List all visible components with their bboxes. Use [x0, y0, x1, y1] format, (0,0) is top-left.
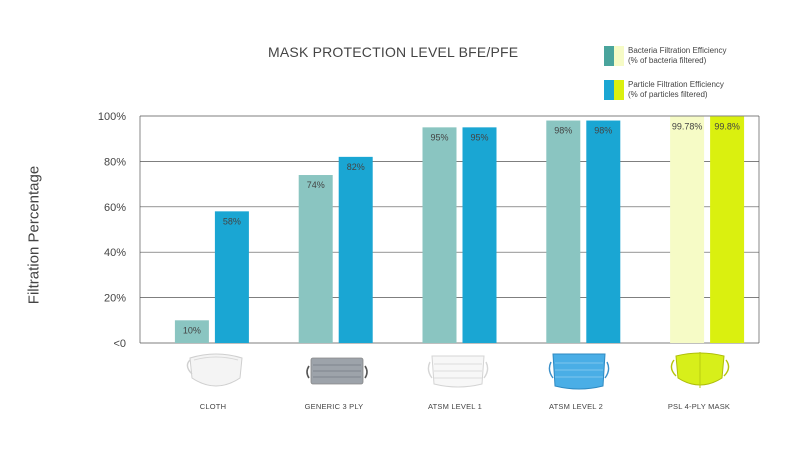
- astm-level-2-mask-icon: [548, 353, 610, 390]
- bar: [298, 175, 333, 343]
- bar-data-label: 58%: [223, 216, 241, 226]
- bar-data-label: 10%: [183, 325, 201, 335]
- y-tick-label: 60%: [104, 202, 126, 214]
- bar-data-label: 98%: [554, 126, 572, 136]
- chart-title: MASK PROTECTION LEVEL BFE/PFE: [268, 44, 519, 60]
- bar: [422, 127, 457, 343]
- legend-swatch-pfe-psl: [614, 80, 624, 100]
- legend-sublabel-bfe: (% of bacteria filtered): [628, 56, 707, 65]
- psl-4ply-mask-icon: [670, 352, 730, 388]
- bar-data-label: 95%: [470, 132, 488, 142]
- x-category-label: ATSM LEVEL 2: [548, 402, 604, 411]
- bar-data-label: 74%: [307, 180, 325, 190]
- cloth-mask-icon: [186, 353, 243, 387]
- y-tick-label: 40%: [104, 247, 126, 259]
- y-axis-label: Filtration Percentage: [25, 165, 43, 305]
- y-tick-label: 80%: [104, 156, 126, 168]
- bar: [462, 127, 497, 343]
- legend-swatch-pfe-standard: [604, 80, 614, 100]
- bar: [546, 120, 581, 343]
- legend-label-bfe: Bacteria Filtration Efficiency: [628, 46, 727, 55]
- x-category-label: GENERIC 3 PLY: [304, 402, 364, 411]
- bar-data-label: 99.78%: [672, 121, 703, 131]
- legend-label-pfe: Particle Filtration Efficiency: [628, 80, 724, 89]
- legend-sublabel-pfe: (% of particles filtered): [628, 90, 708, 99]
- astm-level-1-mask-icon: [427, 355, 489, 388]
- x-category-label: PSL 4-PLY MASK: [667, 402, 731, 411]
- bar-data-label: 82%: [347, 162, 365, 172]
- x-category-label: CLOTH: [199, 402, 227, 411]
- legend-swatch-bfe-standard: [604, 46, 614, 66]
- bar: [338, 156, 373, 343]
- y-tick-label: 100%: [98, 111, 126, 123]
- bar: [174, 320, 209, 343]
- y-tick-label: <0: [113, 338, 126, 350]
- bar-data-label: 95%: [430, 132, 448, 142]
- y-tick-label: 20%: [104, 293, 126, 305]
- bar-data-label: 99.8%: [714, 121, 740, 131]
- bar: [670, 116, 705, 344]
- bar: [586, 120, 621, 343]
- bar-data-label: 98%: [594, 126, 612, 136]
- x-category-label: ATSM LEVEL 1: [427, 402, 483, 411]
- bar: [710, 116, 745, 343]
- legend-swatch-bfe-psl: [614, 46, 624, 66]
- bar: [214, 211, 249, 343]
- generic-3ply-mask-icon: [306, 357, 368, 385]
